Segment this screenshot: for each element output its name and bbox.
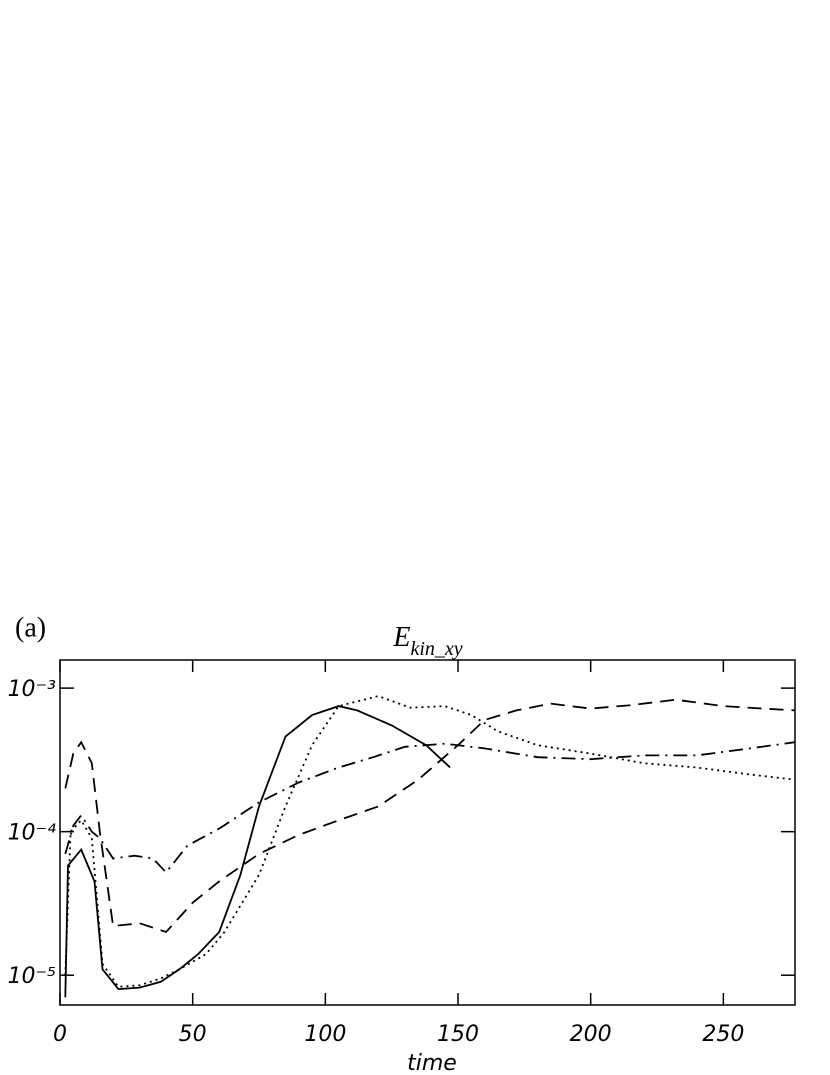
x-axis-label: time xyxy=(407,1051,457,1075)
plot-frame xyxy=(59,659,796,1006)
data-line xyxy=(64,705,451,998)
x-tick-label: 50 xyxy=(179,1022,207,1047)
x-tick-label: 200 xyxy=(570,1022,612,1047)
title-subscript: kin_xy xyxy=(410,638,462,660)
data-line xyxy=(64,695,796,988)
y-tick-label: 10⁻⁴ xyxy=(8,821,57,846)
x-tick-label: 250 xyxy=(702,1022,744,1047)
title-main: E xyxy=(392,622,410,653)
x-tick-label: 0 xyxy=(53,1022,67,1047)
panel-label: (a) xyxy=(15,612,46,643)
y-tick-label: 10⁻³ xyxy=(8,677,57,702)
data-line xyxy=(64,741,796,874)
y-tick-label: 10⁻⁵ xyxy=(8,964,56,989)
data-line xyxy=(64,698,796,934)
x-tick-label: 150 xyxy=(437,1022,479,1047)
chart-title: Ekin_xy xyxy=(392,622,462,659)
x-tick-label: 100 xyxy=(304,1022,346,1047)
